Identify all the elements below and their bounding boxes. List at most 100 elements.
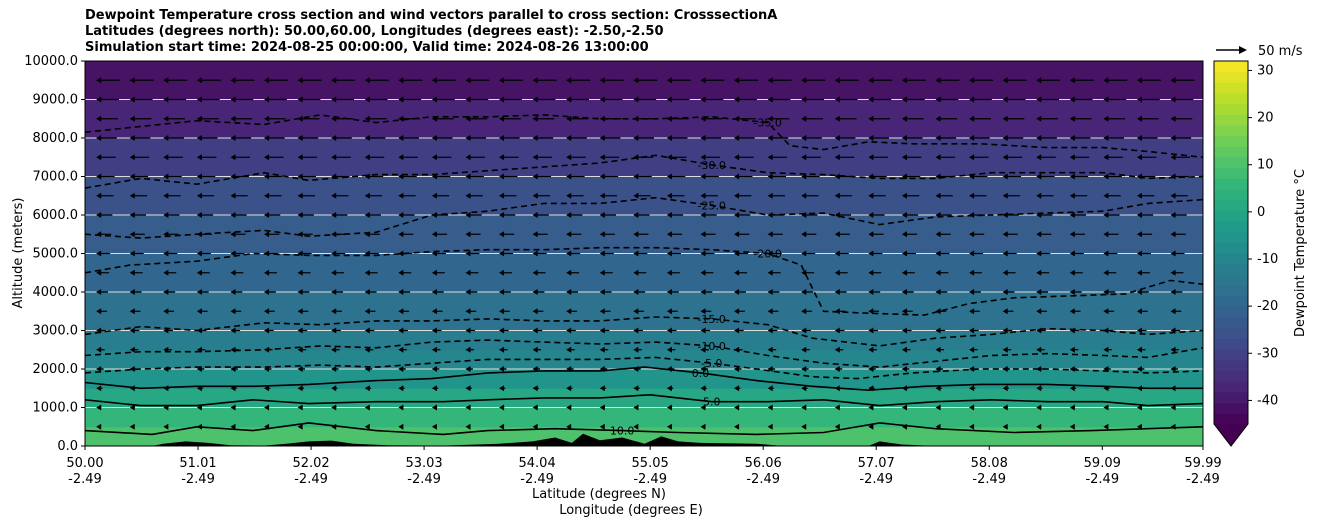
wind-vector-head xyxy=(331,423,337,430)
wind-vector-head xyxy=(264,135,270,141)
wind-vector-head xyxy=(666,308,672,315)
wind-vector-head xyxy=(264,231,270,238)
wind-vector-head xyxy=(901,231,907,238)
wind-vector-head xyxy=(1069,231,1075,238)
wind-vector-head xyxy=(734,366,740,372)
wind-vector-head xyxy=(1036,385,1042,392)
wind-vector-head xyxy=(868,289,874,295)
x-tick-label-lat: 54.04 xyxy=(519,456,556,471)
wind-vector-head xyxy=(129,404,135,411)
colorbar-segment xyxy=(1214,157,1248,169)
colorbar-segment xyxy=(1214,125,1248,137)
wind-vector-head xyxy=(734,115,740,122)
colorbar-segment xyxy=(1214,103,1248,115)
wind-vector-head xyxy=(935,77,941,84)
wind-vector-head xyxy=(1069,308,1075,315)
wind-vector-head xyxy=(1103,404,1109,411)
wind-vector-head xyxy=(264,115,270,122)
wind-vector-head xyxy=(1036,289,1042,295)
wind-vector-head xyxy=(264,192,270,199)
wind-vector-head xyxy=(1002,135,1008,141)
wind-vector-head xyxy=(499,115,505,122)
wind-vector-head xyxy=(1069,250,1075,257)
wind-vector-head xyxy=(163,327,169,334)
wind-vector-head xyxy=(767,192,773,199)
wind-vector-head xyxy=(364,192,370,199)
wind-vector-head xyxy=(297,212,303,218)
y-tick-label: 3000.0 xyxy=(33,324,79,339)
wind-vector-head xyxy=(264,385,270,392)
wind-vector-head xyxy=(566,154,572,161)
y-tick-label: 4000.0 xyxy=(33,285,79,300)
wind-vector-head xyxy=(868,135,874,141)
wind-vector-head xyxy=(969,231,975,238)
wind-vector-head xyxy=(599,231,605,238)
wind-vector-head xyxy=(767,231,773,238)
wind-vector-head xyxy=(1002,346,1008,353)
wind-vector-head xyxy=(767,135,773,141)
wind-vector-head xyxy=(465,385,471,392)
wind-vector-head xyxy=(431,212,437,218)
wind-vector-head xyxy=(969,212,975,218)
wind-vector-head xyxy=(1036,327,1042,334)
wind-vector-head xyxy=(1002,308,1008,315)
wind-vector-head xyxy=(834,366,840,372)
wind-vector-head xyxy=(666,192,672,199)
wind-vector-head xyxy=(1069,346,1075,353)
wind-vector-head xyxy=(129,308,135,315)
wind-vector-head xyxy=(331,77,337,84)
wind-vector-head xyxy=(1002,250,1008,257)
wind-vector-head xyxy=(901,115,907,122)
wind-vector-head xyxy=(297,404,303,411)
wind-vector-head xyxy=(163,173,169,180)
y-axis-label: Altitude (meters) xyxy=(11,198,26,309)
wind-vector-head xyxy=(230,212,236,218)
wind-vector-head xyxy=(499,173,505,180)
wind-vector-head xyxy=(196,231,202,238)
colorbar-segment xyxy=(1214,402,1248,414)
wind-vector-head xyxy=(532,366,538,372)
wind-vector-head xyxy=(599,77,605,84)
wind-vector-head xyxy=(901,250,907,257)
wind-vector-head xyxy=(96,77,102,84)
wind-vector-head xyxy=(431,385,437,392)
wind-vector-head xyxy=(901,346,907,353)
wind-vector-head xyxy=(1103,192,1109,199)
x-axis-label-latitude: Latitude (degrees N) xyxy=(532,487,666,502)
wind-vector-head xyxy=(431,346,437,353)
wind-vector-head xyxy=(230,366,236,372)
wind-vector-head xyxy=(566,308,572,315)
wind-vector-head xyxy=(700,269,706,276)
contour-line xyxy=(85,154,1203,189)
wind-vector-head xyxy=(129,192,135,199)
wind-vector-head xyxy=(734,173,740,180)
wind-vector-head xyxy=(666,269,672,276)
wind-vector-head xyxy=(297,423,303,430)
wind-vector-head xyxy=(129,135,135,141)
wind-vector-head xyxy=(532,135,538,141)
wind-vector-head xyxy=(431,404,437,411)
wind-vector-head xyxy=(1103,135,1109,141)
wind-vector-head xyxy=(230,423,236,430)
colorbar-segment xyxy=(1214,274,1248,286)
wind-vector-head xyxy=(700,192,706,199)
wind-vector-head xyxy=(1170,135,1176,141)
wind-vector-head xyxy=(633,289,639,295)
wind-vector-head xyxy=(666,423,672,430)
wind-vector-head xyxy=(566,385,572,392)
wind-vector-head xyxy=(398,308,404,315)
wind-vector-head xyxy=(868,173,874,180)
wind-vector-head xyxy=(868,192,874,199)
wind-vector-head xyxy=(901,192,907,199)
wind-vector-head xyxy=(1136,154,1142,161)
wind-vector-head xyxy=(532,385,538,392)
y-tick-label: 8000.0 xyxy=(33,131,79,146)
wind-vector-head xyxy=(499,366,505,372)
wind-vector-head xyxy=(566,115,572,122)
wind-vector-head xyxy=(767,173,773,180)
wind-vector-head xyxy=(633,173,639,180)
wind-vector-head xyxy=(1170,96,1176,103)
wind-vector-head xyxy=(1136,269,1142,276)
wind-vector-head xyxy=(532,250,538,257)
wind-vector-head xyxy=(264,346,270,353)
